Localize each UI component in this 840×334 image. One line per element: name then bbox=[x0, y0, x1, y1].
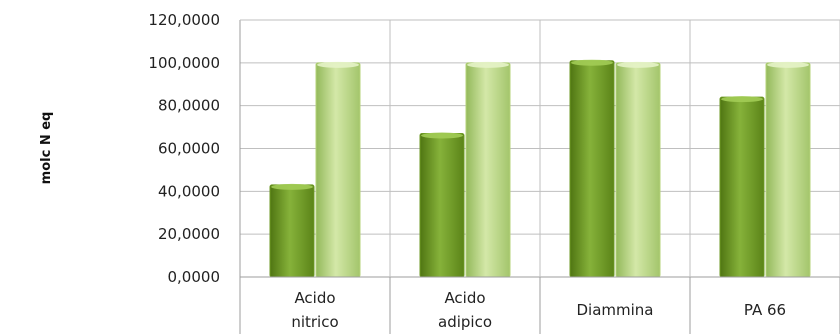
bar-top-highlight bbox=[767, 61, 809, 68]
category-label: Acido bbox=[294, 289, 335, 307]
bar-series-2 bbox=[765, 62, 811, 278]
axes bbox=[239, 19, 840, 334]
bar-top-highlight bbox=[571, 59, 613, 66]
y-tick-label: 100,0000 bbox=[148, 54, 220, 72]
y-tick-label: 60,0000 bbox=[158, 140, 220, 158]
bar-top-highlight bbox=[721, 96, 763, 103]
y-tick-labels: 0,0000 20,0000 40,0000 60,0000 80,0000 100,00… bbox=[148, 11, 220, 286]
category-label: Diammina bbox=[577, 301, 654, 319]
y-tick-label: 20,0000 bbox=[158, 225, 220, 243]
category-labels: Acido nitrico Acido adipico Diammina PA 66 bbox=[291, 289, 786, 331]
bar-series-1 bbox=[269, 184, 315, 278]
category-label: PA 66 bbox=[744, 301, 786, 319]
y-tick-label: 0,0000 bbox=[168, 268, 221, 286]
y-tick-label: 120,0000 bbox=[148, 11, 220, 29]
bar-series-2 bbox=[315, 62, 361, 278]
category-label: Acido bbox=[444, 289, 485, 307]
bar-top-highlight bbox=[617, 61, 659, 68]
category-label: nitrico bbox=[291, 313, 338, 331]
bar-top-highlight bbox=[421, 132, 463, 139]
bar-top-highlight bbox=[271, 183, 313, 190]
bar-series-1 bbox=[719, 96, 765, 278]
bar-series-2 bbox=[465, 62, 511, 278]
y-tick-label: 80,0000 bbox=[158, 97, 220, 115]
bar-series-1 bbox=[419, 133, 465, 278]
category-label: adipico bbox=[438, 313, 492, 331]
y-tick-label: 40,0000 bbox=[158, 182, 220, 200]
bar-top-highlight bbox=[317, 61, 359, 68]
bar-series-2 bbox=[615, 62, 661, 278]
y-axis-title: molc N eq bbox=[39, 112, 54, 185]
bar-series-1 bbox=[569, 60, 615, 278]
bar-top-highlight bbox=[467, 61, 509, 68]
